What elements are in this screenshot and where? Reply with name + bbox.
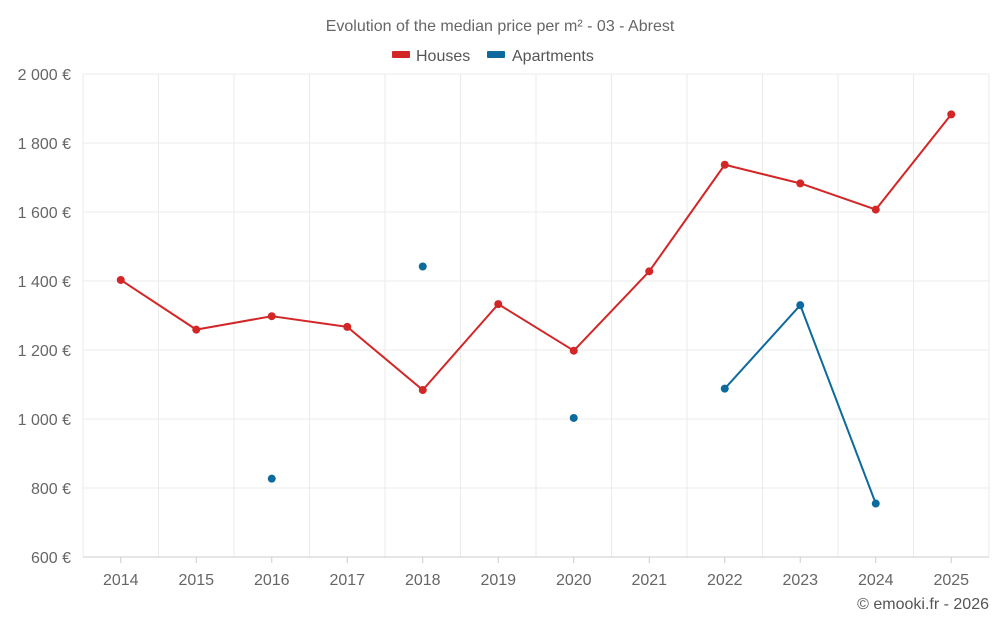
- x-tick-label: 2021: [631, 572, 667, 589]
- data-point-houses[interactable]: [645, 267, 654, 276]
- series-line-segment-apartments: [799, 304, 877, 505]
- y-tick-label: 1 800 €: [18, 136, 71, 153]
- y-tick-label: 2 000 €: [18, 67, 71, 84]
- data-point-houses[interactable]: [796, 179, 805, 188]
- legend-item-houses[interactable]: Houses: [392, 48, 470, 65]
- x-tick-label: 2015: [178, 572, 214, 589]
- series-line-segment-houses: [346, 325, 424, 392]
- y-tick-label: 800 €: [31, 481, 71, 498]
- data-point-houses[interactable]: [871, 205, 880, 214]
- data-point-houses[interactable]: [947, 110, 956, 119]
- series-line-segment-houses: [723, 163, 802, 185]
- x-tick-label: 2023: [782, 572, 818, 589]
- x-tick-label: 2018: [405, 572, 441, 589]
- series-line-segment-houses: [119, 278, 198, 331]
- x-tick-label: 2017: [329, 572, 365, 589]
- data-point-apartments[interactable]: [796, 301, 805, 310]
- series-line-segment-houses: [572, 270, 651, 352]
- series-houses: [116, 110, 956, 395]
- series-line-segment-houses: [799, 182, 877, 211]
- legend: Houses Apartments: [392, 48, 594, 65]
- data-point-houses[interactable]: [192, 325, 201, 334]
- series-line-segment-houses: [874, 113, 953, 211]
- x-tick-label: 2016: [254, 572, 290, 589]
- x-tick-label: 2022: [707, 572, 743, 589]
- grid: [82, 73, 990, 558]
- y-tick-label: 600 €: [31, 550, 71, 567]
- series-line-segment-houses: [648, 163, 726, 273]
- legend-swatch-houses: [392, 51, 410, 58]
- x-tick-label: 2019: [480, 572, 516, 589]
- series-line-segment-houses: [195, 315, 273, 331]
- x-tick-label: 2025: [933, 572, 969, 589]
- y-tick-label: 1 000 €: [18, 412, 71, 429]
- data-point-houses[interactable]: [116, 275, 125, 284]
- data-point-houses[interactable]: [343, 322, 352, 331]
- legend-swatch-apartments: [487, 51, 505, 58]
- x-axis-ticks: 2014 2015 2016 2017 2018 2019 2020 2021 2022 2023…: [103, 557, 969, 589]
- series-apartments: [267, 262, 880, 508]
- x-tick-label: 2020: [556, 572, 592, 589]
- credit-text: © emooki.fr - 2026: [857, 596, 989, 613]
- series: [116, 110, 956, 508]
- legend-item-apartments[interactable]: Apartments: [487, 48, 594, 65]
- legend-label-houses: Houses: [416, 48, 470, 65]
- data-point-houses[interactable]: [418, 386, 427, 395]
- data-point-houses[interactable]: [720, 160, 729, 169]
- series-line-segment-houses: [421, 303, 500, 392]
- data-point-apartments[interactable]: [267, 474, 276, 483]
- y-axis-ticks: 600 € 800 € 1 000 € 1 200 € 1 400 € 1 600 € 1 …: [18, 67, 71, 567]
- data-point-houses[interactable]: [267, 312, 276, 321]
- data-point-houses[interactable]: [569, 346, 578, 355]
- x-tick-label: 2014: [103, 572, 139, 589]
- y-tick-label: 1 200 €: [18, 343, 71, 360]
- series-line-segment-apartments: [723, 304, 802, 390]
- legend-label-apartments: Apartments: [512, 48, 594, 65]
- series-line-segment-houses: [270, 315, 349, 328]
- chart-title: Evolution of the median price per m² - 0…: [326, 18, 675, 35]
- x-tick-label: 2024: [858, 572, 894, 589]
- y-tick-label: 1 400 €: [18, 274, 71, 291]
- data-point-apartments[interactable]: [720, 384, 729, 393]
- y-tick-label: 1 600 €: [18, 205, 71, 222]
- data-point-apartments[interactable]: [871, 499, 880, 508]
- data-point-apartments[interactable]: [569, 413, 578, 422]
- series-line-segment-houses: [497, 303, 575, 352]
- data-point-houses[interactable]: [494, 300, 503, 309]
- data-point-apartments[interactable]: [418, 262, 427, 271]
